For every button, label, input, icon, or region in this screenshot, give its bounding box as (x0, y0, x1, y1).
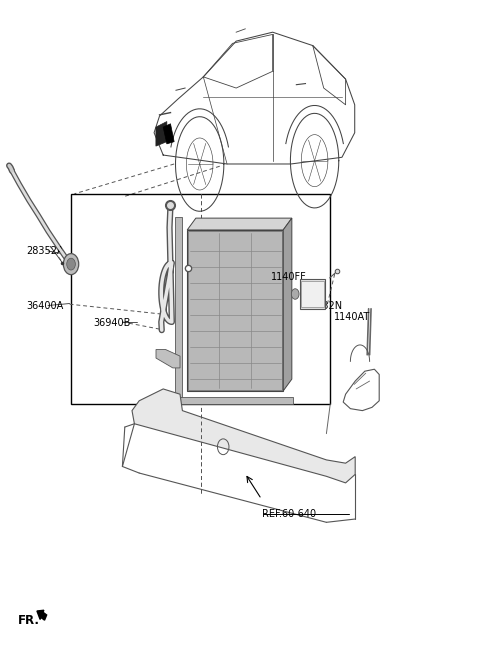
Polygon shape (283, 218, 292, 391)
Polygon shape (173, 397, 293, 404)
Circle shape (291, 289, 299, 300)
Text: 1140FF: 1140FF (271, 272, 307, 283)
Polygon shape (156, 122, 167, 146)
Bar (300, 279, 325, 309)
Text: 36940B: 36940B (94, 318, 131, 328)
Text: 91932N: 91932N (305, 300, 343, 311)
Text: 1140AT: 1140AT (334, 311, 370, 322)
Bar (188, 231, 282, 390)
Polygon shape (175, 217, 182, 404)
Text: 28352A: 28352A (26, 246, 64, 256)
Polygon shape (187, 218, 292, 230)
Text: 36400A: 36400A (26, 300, 64, 311)
Polygon shape (163, 124, 174, 144)
Text: REF.60-640: REF.60-640 (262, 509, 316, 519)
Circle shape (67, 258, 75, 270)
Bar (187, 230, 283, 391)
Polygon shape (132, 389, 355, 483)
Polygon shape (156, 350, 180, 368)
FancyArrow shape (37, 610, 47, 620)
Text: FR.: FR. (18, 614, 40, 627)
Circle shape (63, 254, 79, 275)
Bar (301, 281, 324, 307)
Bar (71, 194, 330, 404)
